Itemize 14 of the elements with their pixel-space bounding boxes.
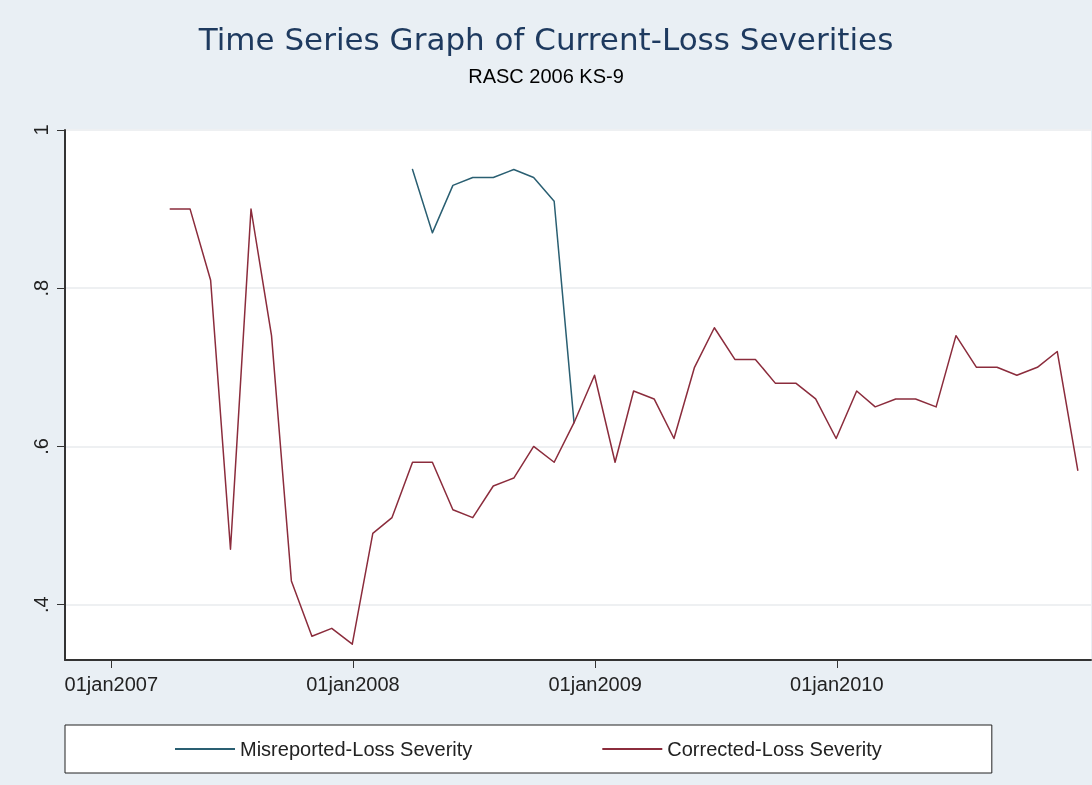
chart-subtitle: RASC 2006 KS-9 — [468, 65, 624, 87]
y-tick-label: .8 — [30, 279, 52, 297]
y-tick-label: .4 — [30, 596, 52, 613]
y-tick-label: .6 — [30, 438, 52, 455]
legend-label: Corrected-Loss Severity — [667, 738, 882, 760]
x-tick-label: 01jan2008 — [306, 673, 400, 695]
y-tick-label: 1 — [30, 124, 52, 136]
x-tick-label: 01jan2007 — [64, 673, 159, 695]
x-tick-label: 01jan2009 — [548, 673, 642, 695]
line-series — [169, 208, 1079, 645]
legend-label: Misreported-Loss Severity — [240, 738, 473, 760]
x-tick-label: 01jan2010 — [790, 673, 884, 695]
line-series — [411, 168, 575, 424]
chart-title: Time Series Graph of Current-Loss Severities — [197, 20, 894, 57]
